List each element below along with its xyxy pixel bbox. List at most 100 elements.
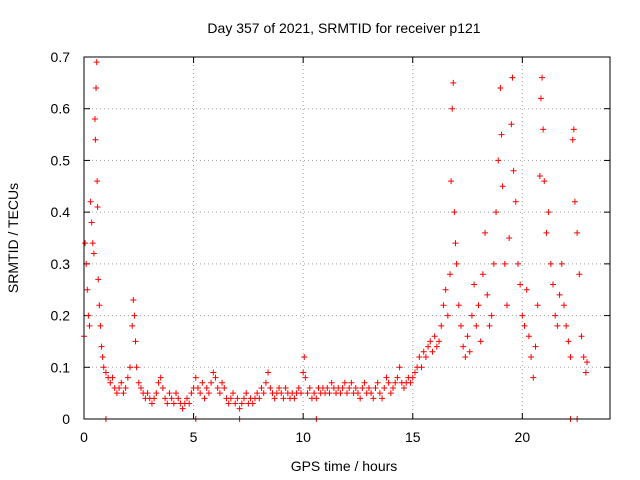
- data-point: [179, 405, 186, 412]
- y-tick-label: 0.4: [51, 204, 71, 220]
- data-point: [133, 364, 140, 371]
- data-point: [525, 333, 532, 340]
- data-point: [341, 379, 348, 386]
- data-point: [92, 136, 99, 143]
- data-point: [365, 384, 372, 391]
- y-axis-label: SRMTID / TECUs: [5, 183, 21, 293]
- data-point: [510, 167, 517, 174]
- data-point: [282, 384, 289, 391]
- data-point: [151, 395, 158, 402]
- data-point: [574, 229, 581, 236]
- plot-frame: [83, 56, 611, 420]
- data-point: [337, 390, 344, 397]
- data-point: [484, 291, 491, 298]
- data-point: [376, 390, 383, 397]
- data-point: [429, 348, 436, 355]
- data-point: [379, 395, 386, 402]
- data-point: [256, 395, 263, 402]
- data-point: [560, 302, 567, 309]
- data-point: [450, 79, 457, 86]
- data-point: [563, 322, 570, 329]
- data-point: [508, 121, 515, 128]
- data-point: [208, 379, 215, 386]
- data-point: [451, 209, 458, 216]
- data-point: [88, 219, 95, 226]
- data-point: [258, 384, 265, 391]
- data-point: [95, 276, 102, 283]
- data-point: [344, 390, 350, 397]
- data-point: [396, 364, 403, 371]
- data-point: [271, 395, 278, 402]
- data-point: [442, 286, 449, 293]
- data-point: [477, 338, 484, 345]
- data-point: [444, 312, 451, 319]
- data-point: [328, 379, 335, 386]
- data-point: [90, 250, 97, 257]
- data-point: [530, 374, 537, 381]
- data-point: [370, 395, 377, 402]
- data-point: [438, 322, 445, 329]
- data-point: [503, 302, 510, 309]
- data-point: [452, 240, 459, 247]
- data-point: [400, 384, 407, 391]
- data-point: [339, 384, 346, 391]
- data-point: [425, 343, 432, 350]
- data-point: [243, 390, 250, 397]
- data-point: [210, 369, 217, 376]
- data-point: [512, 198, 519, 205]
- data-point: [297, 390, 304, 397]
- data-point: [127, 364, 134, 371]
- data-point: [93, 59, 100, 66]
- data-point: [387, 390, 394, 397]
- data-point: [462, 353, 469, 360]
- data-point: [558, 260, 565, 267]
- data-point: [578, 333, 585, 340]
- data-point: [155, 379, 162, 386]
- data-point: [184, 395, 191, 402]
- data-point: [534, 302, 541, 309]
- data-point: [427, 338, 434, 345]
- data-point: [385, 379, 392, 386]
- data-point: [372, 384, 379, 391]
- y-tick-label: 0.1: [51, 359, 71, 375]
- data-point: [468, 312, 475, 319]
- data-point: [537, 95, 544, 102]
- data-point: [374, 379, 381, 386]
- data-point: [482, 229, 489, 236]
- data-point: [523, 286, 530, 293]
- x-tick-label: 20: [515, 429, 531, 445]
- data-point: [86, 322, 93, 329]
- data-point: [547, 260, 554, 267]
- data-point: [501, 260, 508, 267]
- data-point: [276, 384, 283, 391]
- data-point: [418, 364, 425, 371]
- data-point: [203, 384, 210, 391]
- data-point: [567, 353, 574, 360]
- data-point: [300, 369, 307, 376]
- data-point: [197, 390, 204, 397]
- data-point: [97, 322, 104, 329]
- y-tick-label: 0.6: [51, 101, 71, 117]
- data-point: [122, 384, 129, 391]
- data-point: [381, 384, 388, 391]
- data-point: [201, 395, 208, 402]
- data-point: [453, 260, 460, 267]
- data-point: [324, 384, 331, 391]
- data-point: [157, 374, 164, 381]
- data-point: [291, 395, 298, 402]
- data-point: [278, 390, 285, 397]
- y-tick-label: 0.3: [51, 256, 71, 272]
- data-point: [583, 359, 590, 366]
- data-point: [267, 384, 274, 391]
- data-point: [433, 343, 440, 350]
- data-point: [455, 302, 462, 309]
- data-point: [392, 379, 399, 386]
- data-point: [216, 390, 223, 397]
- data-point: [449, 105, 456, 112]
- data-point: [102, 369, 109, 376]
- data-point: [85, 312, 92, 319]
- data-point: [137, 384, 144, 391]
- data-point: [116, 384, 123, 391]
- data-point: [471, 281, 478, 288]
- data-point: [124, 374, 131, 381]
